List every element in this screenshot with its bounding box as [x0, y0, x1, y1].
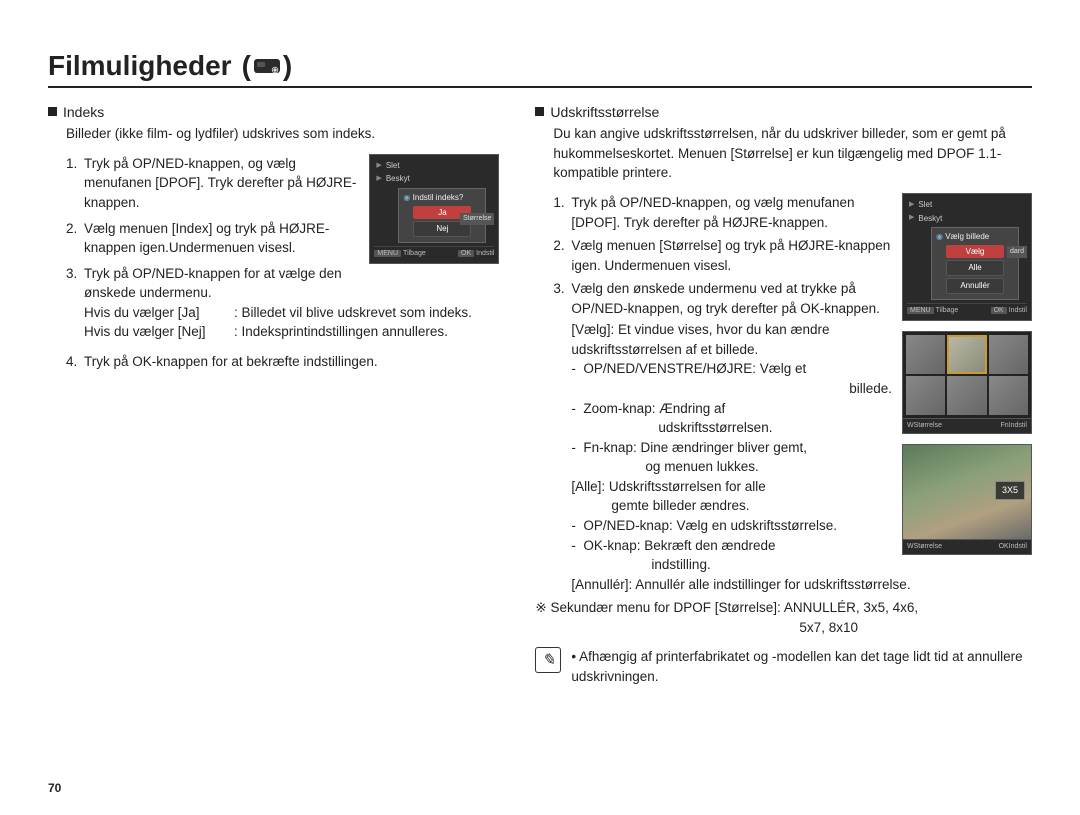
scr-menu-beskyt: Beskyt [386, 173, 410, 185]
right-screens: ▶Slet ▶Beskyt ◉ Vælg billede Vælg Alle A… [902, 193, 1032, 555]
r1-fL1: MENU [907, 307, 934, 314]
r3-fL1: W [907, 543, 914, 550]
r1-fR2: Indstil [1009, 307, 1027, 314]
r2-fR: Indstil [1009, 422, 1027, 429]
scr-foot-ok: OK [458, 250, 474, 257]
right-heading-text: Udskriftsstørrelse [550, 104, 659, 120]
right-b3: Fn-knap: Dine ændringer bliver gemt, [583, 438, 807, 458]
left-choice1-label: Hvis du vælger [Ja] [84, 303, 234, 323]
r1-o3: Annullér [946, 278, 1004, 294]
r1-question: Vælg billede [945, 232, 989, 241]
right-sec1: Sekundær menu for DPOF [Størrelse]: ANNU… [550, 600, 918, 615]
left-step2: Vælg menuen [Index] og tryk på HØJRE-kna… [84, 219, 359, 258]
left-step4: Tryk på OK-knappen for at bekræfte indst… [84, 352, 378, 372]
left-choice2-label: Hvis du vælger [Nej] [84, 322, 234, 342]
right-b4: OP/NED-knap: Vælg en udskriftsstørrelse. [583, 516, 837, 536]
r1-side: dard [1007, 246, 1027, 258]
right-intro: Du kan angive udskriftsstørrelsen, når d… [535, 124, 1032, 183]
r3-fR1: OK [999, 543, 1009, 550]
right-screen2: WStørrelse FnIndstil [902, 331, 1032, 434]
right-b2: Zoom-knap: Ændring af [583, 399, 725, 419]
r1-o1: Vælg [946, 245, 1004, 259]
right-ann: [Annullér]: Annullér alle indstillinger … [553, 575, 1032, 595]
scr-foot-back: Tilbage [403, 250, 426, 257]
r3-tag: 3X5 [995, 481, 1025, 500]
left-heading: Indeks [48, 102, 499, 122]
left-choice1-text: : Billedet vil blive udskrevet som indek… [234, 303, 472, 323]
scr-question: Indstil indeks? [413, 193, 464, 202]
scr-side: Størrelse [460, 213, 494, 225]
r1-o2: Alle [946, 260, 1004, 276]
page-title-row: Filmuligheder ( ) [48, 50, 1032, 82]
right-sec2: 5x7, 8x10 [535, 618, 1032, 638]
right-column: Udskriftsstørrelse Du kan angive udskrif… [535, 102, 1032, 686]
right-note: Afhængig af printerfabrikatet og -modell… [571, 649, 1022, 684]
left-choice2-text: : Indeksprintindstillingen annulleres. [234, 322, 448, 342]
left-column: Indeks Billeder (ikke film- og lydfiler)… [48, 102, 499, 686]
right-heading: Udskriftsstørrelse [535, 102, 1032, 122]
scr-foot-menu: MENU [374, 250, 401, 257]
r1-beskyt: Beskyt [918, 213, 942, 225]
left-step1: Tryk på OP/NED-knappen, og vælg menufane… [84, 154, 359, 213]
asterisk-icon: ※ [535, 600, 550, 615]
right-step3: Vælg den ønskede undermenu ved at trykke… [571, 279, 892, 318]
page-number: 70 [48, 781, 61, 795]
left-step3: Tryk på OP/NED-knappen for at vælge den … [84, 264, 359, 303]
scr-foot-set: Indstil [476, 250, 494, 257]
note-row: ✎ • Afhængig af printerfabrikatet og -mo… [535, 647, 1032, 686]
right-step1: Tryk på OP/NED-knappen, og vælg menufane… [571, 193, 892, 232]
right-b1: OP/NED/VENSTRE/HØJRE: Vælg et [583, 359, 806, 379]
title-rule [48, 86, 1032, 88]
right-step2: Vælg menuen [Størrelse] og tryk på HØJRE… [571, 236, 892, 275]
r1-slet: Slet [918, 199, 932, 211]
r1-fL2: Tilbage [936, 307, 959, 314]
title-paren-icon: ( ) [242, 50, 293, 82]
r3-fL2: Størrelse [914, 543, 942, 550]
note-icon: ✎ [535, 647, 561, 673]
scr-menu-slet: Slet [386, 160, 400, 172]
page-title: Filmuligheder [48, 50, 232, 82]
r1-fR1: OK [991, 307, 1007, 314]
right-b5: OK-knap: Bekræft den ændrede [583, 536, 775, 556]
right-screen1: ▶Slet ▶Beskyt ◉ Vælg billede Vælg Alle A… [902, 193, 1032, 321]
left-heading-text: Indeks [63, 104, 104, 120]
r3-fR2: Indstil [1009, 543, 1027, 550]
left-screenshot: ▶Slet ▶Beskyt ◉ Indstil indeks? Ja Nej S… [369, 154, 499, 264]
r2-fL: Størrelse [914, 422, 942, 429]
left-intro: Billeder (ikke film- og lydfiler) udskri… [48, 124, 499, 144]
right-screen3: 3X5 WStørrelse OKIndstil [902, 444, 1032, 555]
right-b5b: indstilling. [553, 555, 1032, 575]
